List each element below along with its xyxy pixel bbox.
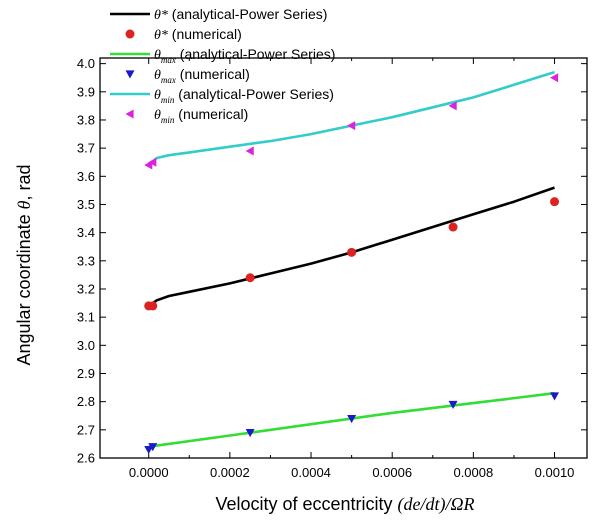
- y-tick-label: 3.4: [77, 225, 95, 240]
- legend-item: θmin (analytical-Power Series): [110, 86, 334, 105]
- y-tick-label: 2.8: [77, 394, 95, 409]
- y-tick-label: 2.6: [77, 451, 95, 466]
- x-tick-label: 0.0008: [453, 465, 493, 480]
- legend-item: θ* (analytical-Power Series): [110, 6, 327, 23]
- y-tick-label: 3.3: [77, 253, 95, 268]
- legend: θ* (analytical-Power Series)θ* (numerica…: [110, 6, 335, 125]
- data-point: [245, 146, 254, 156]
- y-tick-label: 3.8: [77, 112, 95, 127]
- legend-marker: [125, 70, 135, 79]
- series-layer: [144, 70, 560, 455]
- data-point: [550, 73, 559, 83]
- data-point: [245, 429, 255, 438]
- legend-symbol: θ: [154, 68, 161, 83]
- legend-text: (numerical): [174, 106, 248, 122]
- series-1: [144, 197, 560, 311]
- legend-text: (numerical): [168, 26, 242, 42]
- legend-item: θ* (numerical): [125, 26, 242, 43]
- series-line: [147, 186, 555, 307]
- data-point: [148, 301, 158, 311]
- y-tick-label: 2.7: [77, 422, 95, 437]
- data-point: [448, 101, 457, 111]
- legend-item: θmin (numerical): [125, 106, 248, 125]
- data-point: [448, 222, 458, 232]
- y-tick-label: 4.0: [77, 56, 95, 71]
- y-tick-label: 3.7: [77, 141, 95, 156]
- legend-text: (analytical-Power Series): [176, 46, 336, 62]
- x-axis-label: Velocity of eccentricity (de/dt)/ΩR: [215, 494, 474, 515]
- legend-text: (analytical-Power Series): [174, 86, 334, 102]
- x-tick-label: 0.0004: [291, 465, 331, 480]
- series-0: [147, 186, 555, 307]
- plot-frame: [99, 57, 588, 459]
- y-tick-label: 3.1: [77, 310, 95, 325]
- y-tick-label: 3.9: [77, 84, 95, 99]
- data-point: [550, 392, 560, 401]
- series-5: [144, 73, 559, 170]
- series-3: [144, 392, 560, 455]
- data-point: [347, 414, 357, 424]
- legend-label: θmin (numerical): [154, 106, 248, 125]
- legend-subscript: max: [161, 55, 176, 65]
- y-tick-label: 3.0: [77, 338, 95, 353]
- y-axis-label-text: Angular coordinate: [14, 209, 34, 365]
- y-tick-label: 3.2: [77, 281, 95, 296]
- legend-symbol: θ*: [154, 28, 168, 43]
- legend-item: θmax (analytical-Power Series): [110, 46, 335, 65]
- data-point: [148, 443, 158, 452]
- legend-symbol: θ: [154, 48, 161, 63]
- legend-subscript: min: [161, 95, 175, 105]
- legend-text: (analytical-Power Series): [168, 6, 328, 22]
- legend-symbol: θ: [154, 88, 161, 103]
- legend-label: θmax (analytical-Power Series): [154, 46, 335, 65]
- x-tick-label: 0.0010: [535, 465, 575, 480]
- x-tick-label: 0.0000: [129, 465, 169, 480]
- legend-label: θ* (analytical-Power Series): [154, 6, 327, 23]
- legend-marker: [125, 109, 134, 119]
- y-tick-label: 3.5: [77, 197, 95, 212]
- legend-text: (numerical): [176, 66, 250, 82]
- data-point: [245, 273, 255, 283]
- x-tick-label: 0.0002: [210, 465, 250, 480]
- legend-marker: [125, 29, 135, 39]
- data-point: [448, 400, 458, 409]
- legend-symbol: θ: [154, 108, 161, 123]
- data-point: [347, 121, 356, 131]
- legend-label: θmin (analytical-Power Series): [154, 86, 334, 105]
- y-axis-label: Angular coordinate θ, rad: [14, 165, 34, 366]
- legend-subscript: min: [161, 115, 175, 125]
- data-point: [347, 247, 357, 257]
- x-tick-label: 0.0006: [372, 465, 412, 480]
- y-axis-label-math: θ: [14, 200, 34, 209]
- axes: 2.6 2.7 2.8 2.9 3.0 3.1 3.2 3.3 3.4 3.5 3.6 3.7 3.8 3…: [77, 56, 588, 480]
- y-tick-label: 2.9: [77, 366, 95, 381]
- data-point: [148, 157, 157, 167]
- series-line: [147, 70, 555, 166]
- legend-symbol: θ*: [154, 8, 168, 23]
- x-axis-label-math: (de/dt)/ΩR: [398, 494, 475, 515]
- data-point: [550, 197, 560, 207]
- legend-label: θmax (numerical): [154, 66, 250, 85]
- y-tick-label: 3.6: [77, 169, 95, 184]
- legend-label: θ* (numerical): [154, 26, 242, 43]
- x-axis-label-text: Velocity of eccentricity: [215, 494, 397, 514]
- series-4: [147, 70, 555, 166]
- legend-subscript: max: [161, 75, 176, 85]
- legend-item: θmax (numerical): [125, 66, 250, 85]
- y-axis-label-unit: , rad: [14, 165, 34, 201]
